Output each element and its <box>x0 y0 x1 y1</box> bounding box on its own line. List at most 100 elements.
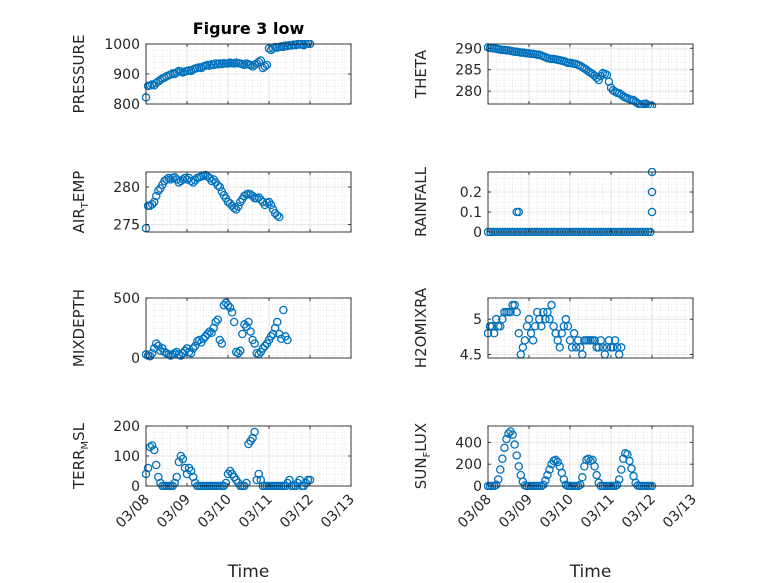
data-point <box>258 344 268 353</box>
data-point <box>260 341 270 351</box>
y-tick-label: 200 <box>455 457 482 473</box>
x-tick-label: 03/12 <box>277 492 317 532</box>
data-point <box>199 334 208 344</box>
y-axis-label: TERRMSL <box>70 422 91 490</box>
y-tick-label: 0 <box>473 479 482 495</box>
data-point <box>547 300 556 310</box>
y-axis-label: THETA <box>412 49 430 99</box>
data-point <box>551 455 560 465</box>
data-point <box>262 60 272 70</box>
data-point <box>498 454 507 463</box>
y-tick-label: 0 <box>131 479 140 495</box>
data-point <box>147 441 157 450</box>
data-point <box>242 322 251 332</box>
series-markers <box>484 43 657 108</box>
data-point <box>172 68 181 77</box>
data-point <box>528 336 538 345</box>
data-point <box>213 315 222 324</box>
data-point <box>590 462 599 471</box>
data-point <box>221 298 231 308</box>
data-point <box>647 187 657 197</box>
data-point <box>195 335 204 345</box>
data-point <box>502 434 511 444</box>
series-markers <box>484 300 626 359</box>
data-point <box>496 465 505 474</box>
data-point <box>246 327 255 336</box>
data-point <box>578 473 587 482</box>
data-point <box>545 465 554 474</box>
data-point <box>151 191 161 201</box>
data-point <box>256 56 266 65</box>
y-tick-label: 200 <box>113 419 140 435</box>
data-point <box>154 186 163 195</box>
data-point <box>576 480 585 490</box>
data-point <box>244 317 253 327</box>
series-markers <box>142 170 284 233</box>
y-tick-label: 285 <box>455 63 482 79</box>
data-point <box>508 430 517 439</box>
data-point <box>563 321 573 331</box>
data-point <box>539 480 548 490</box>
data-point <box>493 475 503 484</box>
data-point <box>217 339 227 348</box>
data-point <box>240 191 249 201</box>
data-point <box>541 476 550 485</box>
data-point <box>272 211 282 220</box>
data-point <box>254 57 263 67</box>
data-point <box>545 314 554 324</box>
panel-h2omixra: 4.5 5 H2OMIXRA <box>412 287 694 368</box>
data-point <box>274 212 284 222</box>
axes-box <box>487 43 694 105</box>
data-point <box>162 175 171 184</box>
x-tick-label: 03/09 <box>154 492 194 532</box>
panel-terrmsl: 0 100 200 TERRMSL 03/08 03/09 03/10 03/11 03/12 0… <box>70 419 358 582</box>
data-point <box>279 305 288 315</box>
data-point <box>178 454 188 464</box>
data-point <box>238 329 247 339</box>
data-point <box>233 348 243 358</box>
data-point <box>266 332 276 341</box>
data-point <box>213 181 222 190</box>
data-point <box>201 332 210 341</box>
data-point <box>248 191 257 201</box>
y-tick-label: 800 <box>113 97 140 113</box>
data-point <box>190 341 200 351</box>
data-point <box>491 480 501 490</box>
axes-box <box>487 171 694 233</box>
data-point <box>154 341 163 351</box>
data-point <box>246 60 255 70</box>
data-point <box>250 339 259 348</box>
data-point <box>553 457 562 467</box>
y-axis-label: MIXDEPTH <box>70 289 88 367</box>
data-point <box>543 470 552 480</box>
data-point <box>227 308 237 317</box>
x-tick-label: 03/13 <box>660 492 700 532</box>
x-tick-label: 03/12 <box>619 492 659 532</box>
y-tick-label: 400 <box>455 435 482 451</box>
panel-pressure: 800 900 1000 PRESSURE Figure 3 low <box>70 19 352 113</box>
data-point <box>250 427 259 437</box>
data-point <box>647 207 657 217</box>
y-tick-label: 280 <box>455 84 482 100</box>
data-point <box>567 343 577 352</box>
data-point <box>592 470 601 480</box>
axes-box <box>487 425 694 487</box>
x-tick-label: 03/09 <box>496 492 536 532</box>
data-point <box>147 348 157 358</box>
data-point <box>277 334 286 344</box>
data-point <box>524 314 534 324</box>
y-tick-label: 275 <box>113 218 140 234</box>
axes-box <box>145 171 352 233</box>
data-point <box>215 182 225 192</box>
data-point <box>203 329 212 339</box>
data-point <box>149 445 159 455</box>
series-markers <box>142 298 292 361</box>
data-point <box>240 320 249 329</box>
data-point <box>512 451 521 460</box>
data-point <box>559 475 569 484</box>
y-tick-label: 290 <box>455 41 482 57</box>
data-point <box>514 207 524 217</box>
data-point <box>172 472 181 482</box>
data-point <box>260 62 270 71</box>
